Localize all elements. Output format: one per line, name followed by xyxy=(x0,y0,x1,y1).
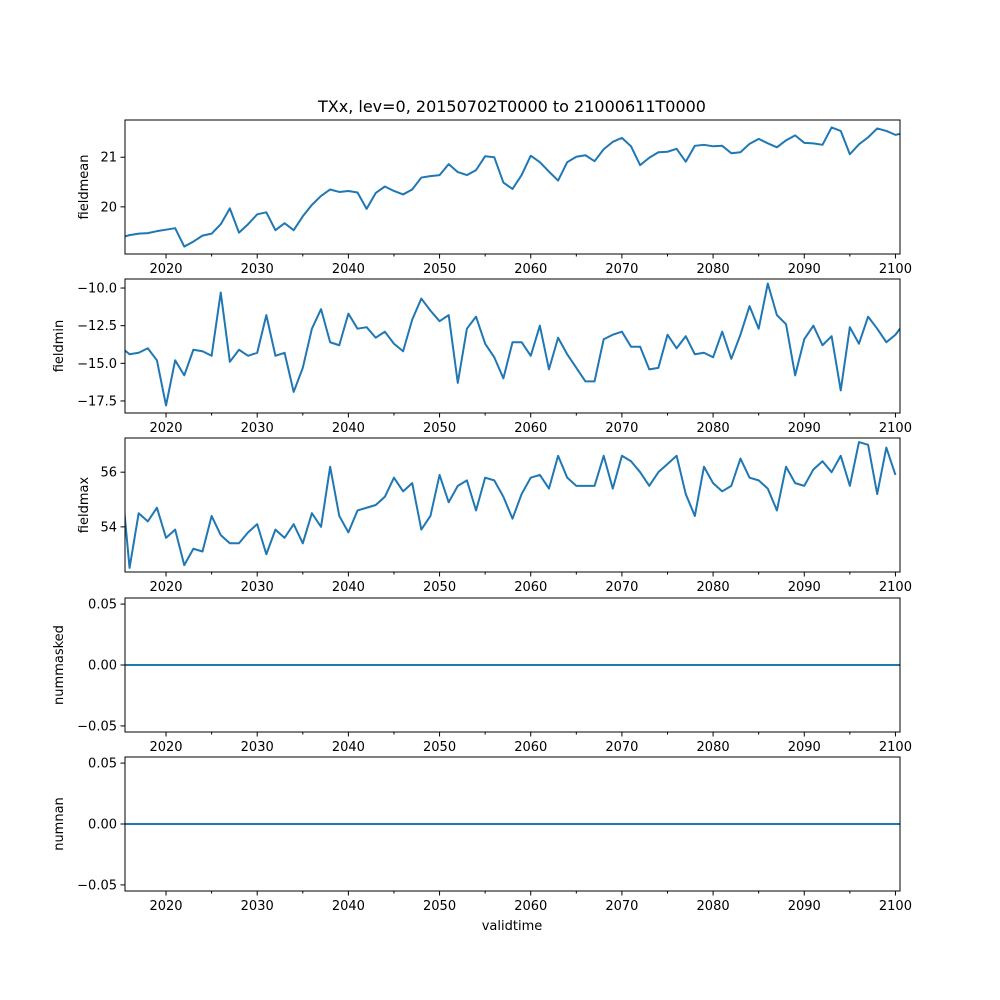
fieldmax-x-tick-label: 2100 xyxy=(879,580,912,595)
nummasked-x-tick-label: 2020 xyxy=(149,740,182,755)
numnan-x-tick-label: 2030 xyxy=(241,899,274,914)
nummasked-y-tick-label: −0.05 xyxy=(77,719,117,734)
numnan-y-tick-label: −0.05 xyxy=(77,878,117,893)
fieldmean-x-tick-label: 2090 xyxy=(788,262,821,277)
fieldmean-series-line xyxy=(125,126,900,248)
fieldmin-x-tick-label: 2080 xyxy=(697,421,730,436)
panel-fieldmean: 2020 2030 2040 2050 2060 2070 2080 2090 2100 20 21… xyxy=(77,119,912,277)
fieldmin-x-tick-label: 2020 xyxy=(149,421,182,436)
panel-fieldmax: 2020 2030 2040 2050 2060 2070 2080 2090 2100 54 56… xyxy=(77,437,912,595)
nummasked-x-tick-label: 2050 xyxy=(423,740,456,755)
fieldmin-x-tick-label: 2060 xyxy=(514,421,547,436)
numnan-x-tick-label: 2080 xyxy=(697,899,730,914)
fieldmean-x-tick-label: 2040 xyxy=(332,262,365,277)
fieldmax-y-axis-label: fieldmax xyxy=(77,477,92,534)
fieldmin-y-tick-label: −15.0 xyxy=(77,357,117,372)
fieldmin-series-line xyxy=(125,282,900,407)
fieldmax-x-tick-label: 2050 xyxy=(423,580,456,595)
fieldmax-x-tick-label: 2040 xyxy=(332,580,365,595)
numnan-x-tick-label: 2060 xyxy=(514,899,547,914)
panel-fieldmin: 2020 2030 2040 2050 2060 2070 2080 2090 2100 −17.… xyxy=(52,278,912,436)
fieldmean-y-axis-label: fieldmean xyxy=(77,155,92,220)
nummasked-x-tick-label: 2100 xyxy=(879,740,912,755)
chart-title: TXx, lev=0, 20150702T0000 to 21000611T00… xyxy=(317,97,706,116)
fieldmax-x-tick-label: 2080 xyxy=(697,580,730,595)
fieldmin-y-tick-label: −12.5 xyxy=(77,319,117,334)
panel-nummasked: 2020 2030 2040 2050 2060 2070 2080 2090 2100 −0.0… xyxy=(52,597,912,755)
fieldmean-axes-frame xyxy=(124,119,901,255)
fieldmax-y-tick-label: 54 xyxy=(100,520,117,535)
panel-numnan: 2020 2030 2040 2050 2060 2070 2080 2090 2100 −0.0… xyxy=(52,756,912,914)
fieldmax-x-tick-label: 2020 xyxy=(149,580,182,595)
fieldmean-y-tick-label: 21 xyxy=(100,151,117,166)
fieldmin-x-tick-label: 2040 xyxy=(332,421,365,436)
nummasked-x-tick-label: 2040 xyxy=(332,740,365,755)
nummasked-x-tick-label: 2080 xyxy=(697,740,730,755)
fieldmin-axes-frame xyxy=(124,278,901,414)
fieldmean-y-tick-label: 20 xyxy=(100,200,117,215)
nummasked-y-tick-label: 0.00 xyxy=(88,659,117,674)
nummasked-x-tick-label: 2070 xyxy=(605,740,638,755)
numnan-x-tick-label: 2020 xyxy=(149,899,182,914)
fieldmax-axes-frame xyxy=(124,437,901,573)
numnan-x-tick-label: 2050 xyxy=(423,899,456,914)
fieldmean-x-tick-label: 2030 xyxy=(241,262,274,277)
fieldmax-series-line xyxy=(125,441,897,569)
fieldmean-x-tick-label: 2050 xyxy=(423,262,456,277)
fieldmin-x-tick-label: 2100 xyxy=(879,421,912,436)
fieldmean-x-tick-label: 2100 xyxy=(879,262,912,277)
fieldmin-y-tick-label: −17.5 xyxy=(77,394,117,409)
fieldmin-x-tick-label: 2050 xyxy=(423,421,456,436)
nummasked-y-tick-label: 0.05 xyxy=(88,598,117,613)
fieldmin-x-tick-label: 2030 xyxy=(241,421,274,436)
fieldmean-x-tick-label: 2080 xyxy=(697,262,730,277)
fieldmin-x-tick-label: 2070 xyxy=(605,421,638,436)
fieldmax-x-tick-label: 2030 xyxy=(241,580,274,595)
fieldmean-x-tick-label: 2070 xyxy=(605,262,638,277)
nummasked-y-axis-label: nummasked xyxy=(52,625,67,705)
fieldmin-y-axis-label: fieldmin xyxy=(52,320,67,373)
nummasked-x-tick-label: 2030 xyxy=(241,740,274,755)
nummasked-x-tick-label: 2060 xyxy=(514,740,547,755)
numnan-x-tick-label: 2070 xyxy=(605,899,638,914)
fieldmax-x-tick-label: 2090 xyxy=(788,580,821,595)
numnan-y-tick-label: 0.00 xyxy=(88,818,117,833)
fieldmax-y-tick-label: 56 xyxy=(100,466,117,481)
fieldmax-x-tick-label: 2060 xyxy=(514,580,547,595)
fieldmin-y-tick-label: −10.0 xyxy=(77,282,117,297)
fieldmean-x-tick-label: 2060 xyxy=(514,262,547,277)
numnan-x-tick-label: 2040 xyxy=(332,899,365,914)
numnan-x-tick-label: 2090 xyxy=(788,899,821,914)
fieldmean-x-tick-label: 2020 xyxy=(149,262,182,277)
numnan-x-tick-label: 2100 xyxy=(879,899,912,914)
nummasked-x-tick-label: 2090 xyxy=(788,740,821,755)
numnan-y-axis-label: numnan xyxy=(52,797,67,851)
fieldmax-x-tick-label: 2070 xyxy=(605,580,638,595)
x-axis-label: validtime xyxy=(482,919,543,934)
numnan-y-tick-label: 0.05 xyxy=(88,757,117,772)
fieldmin-x-tick-label: 2090 xyxy=(788,421,821,436)
